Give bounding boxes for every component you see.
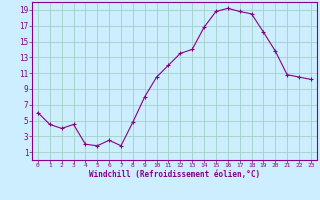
X-axis label: Windchill (Refroidissement éolien,°C): Windchill (Refroidissement éolien,°C) [89,170,260,179]
